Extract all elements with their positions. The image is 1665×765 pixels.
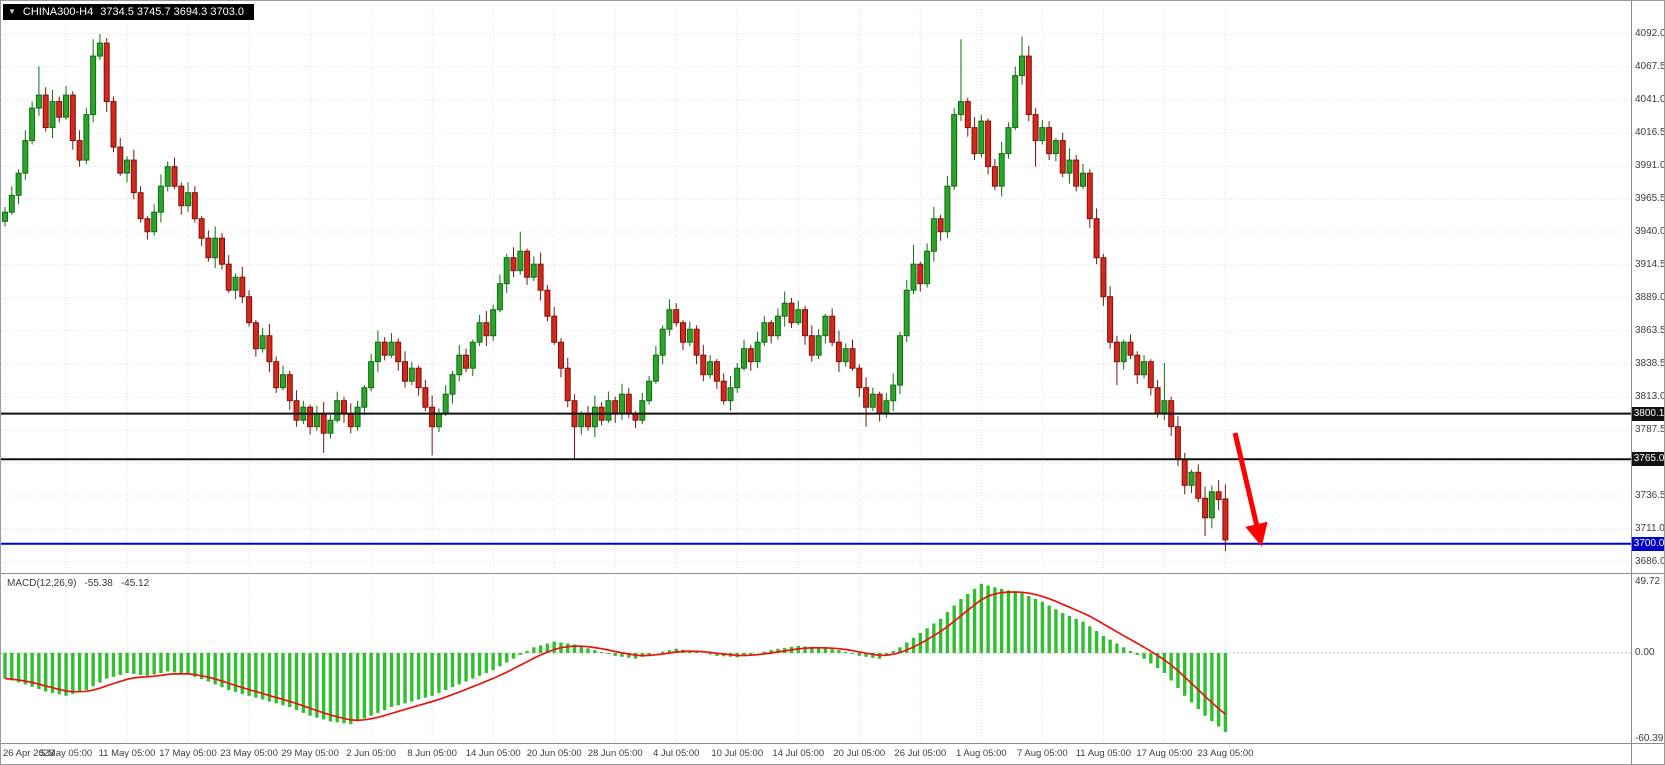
time-tick-label: 23 Aug 05:00 bbox=[1197, 748, 1254, 759]
indicator-name-label: MACD(12,26,9) bbox=[7, 578, 77, 589]
time-tick-label: 17 May 05:00 bbox=[159, 748, 217, 759]
time-tick-label: 26 Jul 05:00 bbox=[894, 748, 947, 759]
price-line-badge: 3700.0 bbox=[1632, 536, 1665, 551]
time-tick-label: 11 May 05:00 bbox=[98, 748, 156, 759]
time-tick-label: 7 Aug 05:00 bbox=[1016, 748, 1068, 759]
price-line-badge: 3800.1 bbox=[1632, 406, 1665, 421]
price-tick-label: 3863.5 bbox=[1635, 325, 1665, 336]
indicator-signal-value: -45.12 bbox=[120, 578, 150, 589]
ohlc-values: 3734.5 3745.7 3694.3 3703.0 bbox=[100, 6, 244, 18]
price-tick-label: 3889.0 bbox=[1635, 292, 1665, 303]
time-tick-label: 14 Jul 05:00 bbox=[772, 748, 825, 759]
symbol-ohlc-badge[interactable]: ▼ CHINA300-H4 3734.5 3745.7 3694.3 3703.… bbox=[3, 4, 254, 20]
price-tick-label: 3838.5 bbox=[1635, 358, 1665, 369]
macd-histogram bbox=[3, 583, 1228, 732]
price-tick-label: 3914.5 bbox=[1635, 259, 1665, 270]
macd-panel-label: MACD(12,26,9) -55.38 -45.12 bbox=[7, 578, 149, 589]
time-tick-label: 11 Aug 05:00 bbox=[1075, 748, 1132, 759]
time-tick-label: 14 Jun 05:00 bbox=[465, 748, 521, 759]
macd-tick-label: 0.00 bbox=[1635, 647, 1655, 658]
price-tick-label: 3940.0 bbox=[1635, 226, 1665, 237]
time-tick-label: 10 Jul 05:00 bbox=[711, 748, 764, 759]
price-tick-label: 3686.0 bbox=[1635, 556, 1665, 567]
time-tick-label: 5 May 05:00 bbox=[39, 748, 93, 759]
time-tick-label: 4 Jul 05:00 bbox=[652, 748, 700, 759]
down-arrow-annotation bbox=[1232, 432, 1268, 547]
price-tick-label: 3711.0 bbox=[1635, 523, 1665, 534]
price-tick-label: 4041.0 bbox=[1635, 94, 1665, 105]
time-tick-label: 23 May 05:00 bbox=[220, 748, 278, 759]
indicator-main-value: -55.38 bbox=[84, 578, 113, 589]
time-tick-label: 26 Apr 2023 bbox=[3, 748, 55, 759]
price-tick-label: 4016.5 bbox=[1635, 127, 1665, 138]
time-tick-label: 20 Jun 05:00 bbox=[526, 748, 582, 759]
price-tick-label: 4092.0 bbox=[1635, 28, 1665, 39]
time-tick-label: 17 Aug 05:00 bbox=[1136, 748, 1193, 759]
price-tick-label: 3965.5 bbox=[1635, 193, 1665, 204]
macd-tick-label: -60.39 bbox=[1635, 733, 1664, 744]
time-tick-label: 28 Jun 05:00 bbox=[587, 748, 643, 759]
macd-signal-line bbox=[4, 591, 1226, 722]
price-tick-label: 3787.5 bbox=[1635, 424, 1665, 435]
time-tick-label: 1 Aug 05:00 bbox=[955, 748, 1007, 759]
price-tick-label: 3991.0 bbox=[1635, 160, 1665, 171]
macd-tick-label: 49.72 bbox=[1635, 576, 1661, 587]
price-tick-label: 3813.0 bbox=[1635, 391, 1665, 402]
time-tick-label: 8 Jun 05:00 bbox=[407, 748, 457, 759]
time-tick-label: 2 Jun 05:00 bbox=[346, 748, 396, 759]
symbol-dropdown-icon[interactable]: ▼ bbox=[8, 7, 16, 16]
price-line-badge: 3765.0 bbox=[1632, 452, 1665, 467]
price-tick-label: 4067.5 bbox=[1635, 61, 1665, 72]
time-tick-label: 29 May 05:00 bbox=[281, 748, 339, 759]
symbol-label: CHINA300-H4 bbox=[22, 6, 94, 18]
time-tick-label: 20 Jul 05:00 bbox=[833, 748, 886, 759]
price-tick-label: 3736.5 bbox=[1635, 490, 1665, 501]
